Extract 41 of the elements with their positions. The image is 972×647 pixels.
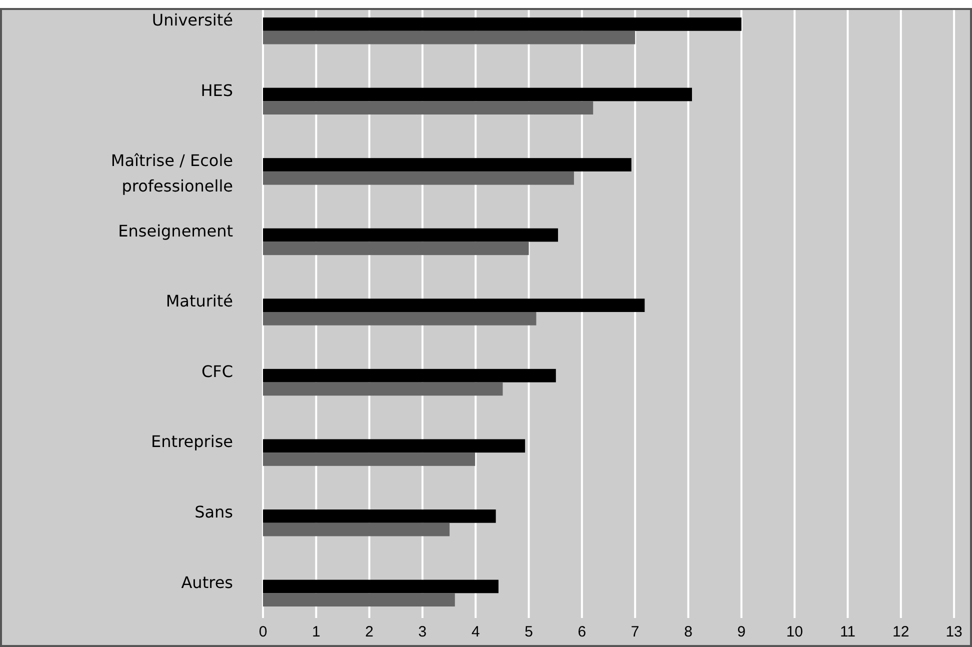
bar <box>263 298 645 312</box>
x-tick-label: 1 <box>312 624 320 641</box>
x-tick-label: 11 <box>840 624 856 641</box>
y-tick-label: Autres <box>181 572 233 592</box>
x-tick-label: 9 <box>737 624 746 641</box>
y-tick-label: Maturité <box>166 292 233 311</box>
x-tick-label: 0 <box>258 624 268 641</box>
bar <box>263 158 632 172</box>
bar <box>263 452 476 466</box>
bar <box>263 580 498 594</box>
bar <box>263 242 529 256</box>
bar <box>263 228 558 242</box>
x-tick-label: 6 <box>578 624 586 641</box>
bar <box>263 593 455 606</box>
y-tick-label: Université <box>152 10 233 30</box>
x-tick-label: 3 <box>418 624 427 641</box>
bar <box>263 101 594 115</box>
y-tick-label: Maîtrise / Ecole professionelle <box>110 151 233 196</box>
bar <box>263 509 496 523</box>
bar <box>263 30 636 44</box>
x-tick-label: 10 <box>786 624 803 641</box>
bar <box>263 368 556 382</box>
bar <box>263 439 526 453</box>
y-tick-label: CFC <box>201 362 233 381</box>
x-tick-label: 12 <box>892 624 910 641</box>
y-tick-label: Entreprise <box>151 432 233 452</box>
y-tick-label: Enseignement <box>118 221 233 240</box>
y-tick-label: HES <box>200 80 233 100</box>
bar <box>263 171 574 185</box>
x-tick-label: 2 <box>365 624 374 641</box>
bar <box>263 312 536 326</box>
bar <box>263 382 503 396</box>
x-tick-label: 13 <box>946 624 962 641</box>
x-tick-label: 7 <box>630 624 640 641</box>
x-tick-label: 4 <box>471 624 480 641</box>
bar <box>263 18 742 31</box>
x-tick-label: 5 <box>524 624 533 641</box>
y-tick-label: Sans <box>194 502 233 522</box>
bar <box>263 522 450 536</box>
x-tick-label: 8 <box>684 624 692 641</box>
bar <box>263 88 692 102</box>
